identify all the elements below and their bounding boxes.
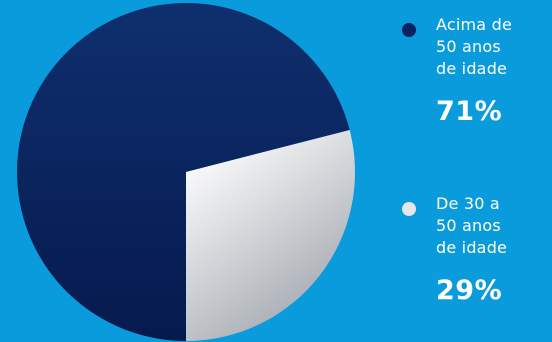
pie-slice-30-to-50: [186, 129, 356, 341]
legend-marker-light: [402, 202, 416, 216]
legend-marker-dark: [402, 23, 416, 37]
pie-slice-over-50: [17, 2, 350, 341]
legend-label: De 30 a 50 anos de idade: [436, 194, 508, 257]
legend-item-30-to-50: De 30 a 50 anos de idade 29%: [401, 193, 551, 306]
legend-percentage: 29%: [436, 275, 503, 306]
legend-percentage: 71%: [436, 96, 503, 127]
legend-item-over-50: Acima de 50 anos de idade 71%: [401, 14, 551, 127]
legend-label: Acima de 50 anos de idade: [436, 15, 512, 78]
